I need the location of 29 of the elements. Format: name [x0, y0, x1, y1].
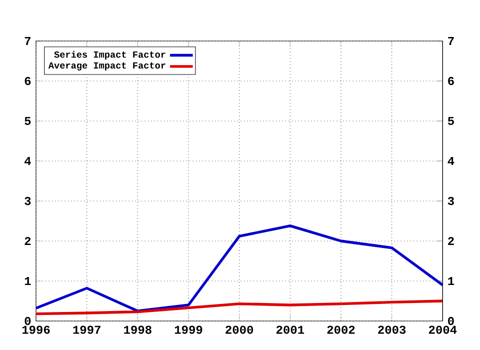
line-series — [36, 224, 443, 312]
y2-tick-label: 7 — [448, 37, 454, 45]
x-tick-label: 1998 — [124, 326, 152, 334]
x-tick-label: 2004 — [428, 326, 457, 334]
y2-tick-label: 1 — [448, 277, 454, 285]
y-tick-label: 7 — [24, 37, 30, 45]
y-tick-label: 4 — [24, 157, 31, 165]
y-tick-label: 0 — [24, 316, 31, 326]
y2-tick-label: 4 — [448, 157, 454, 165]
y-tick-label: 2 — [24, 236, 31, 246]
y-tick-label: 6 — [24, 76, 31, 86]
y2-tick-label: 3 — [448, 196, 454, 206]
y2-tick-label: 2 — [448, 236, 454, 246]
x-tick-label: 1996 — [22, 326, 50, 334]
x-tick-label: 2001 — [276, 326, 304, 334]
x-tick-label: 2003 — [378, 326, 406, 334]
y2-tick-label: 6 — [448, 76, 454, 86]
legend-label: Average Impact Factor — [48, 62, 166, 71]
x-tick-label: 2000 — [226, 326, 254, 334]
y2-tick-label: 0 — [448, 316, 454, 326]
legend-label: Series Impact Factor — [54, 50, 166, 60]
y-tick-label: 3 — [24, 196, 31, 206]
x-tick-label: 1997 — [73, 326, 100, 334]
y2-tick-label: 5 — [448, 116, 454, 126]
y-tick-label: 5 — [24, 116, 31, 126]
y-tick-label: 1 — [24, 277, 31, 285]
x-tick-label: 1999 — [174, 326, 202, 334]
line-series — [36, 300, 443, 316]
x-tick-label: 2002 — [327, 326, 355, 334]
